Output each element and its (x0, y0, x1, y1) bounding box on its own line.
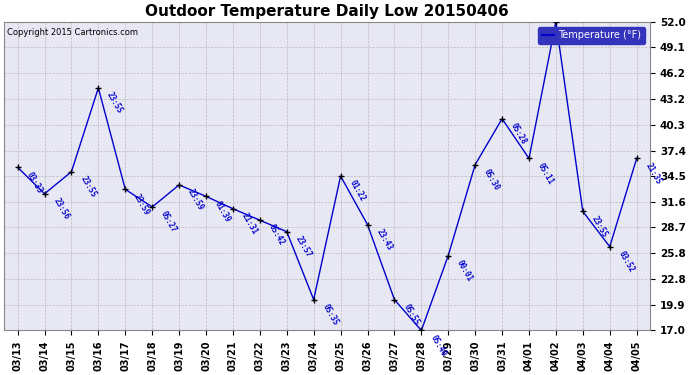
Text: 21:35: 21:35 (644, 161, 663, 186)
Text: 05:30: 05:30 (482, 167, 502, 192)
Text: 03:52: 03:52 (617, 249, 636, 274)
Text: 23:43: 23:43 (375, 227, 394, 252)
Text: 05:28: 05:28 (509, 122, 529, 146)
Text: Copyright 2015 Cartronics.com: Copyright 2015 Cartronics.com (8, 28, 139, 37)
Text: 00:01: 00:01 (455, 258, 475, 283)
Text: 05:42: 05:42 (267, 223, 286, 248)
Text: 05:27: 05:27 (159, 210, 179, 234)
Text: 21:31: 21:31 (240, 211, 259, 236)
Text: 01:22: 01:22 (348, 179, 367, 203)
Text: 05:11: 05:11 (536, 161, 555, 186)
Text: 03:33: 03:33 (25, 170, 44, 195)
Legend: Temperature (°F): Temperature (°F) (538, 27, 645, 44)
Text: 23:59: 23:59 (186, 188, 206, 212)
Text: 05:35: 05:35 (321, 302, 340, 327)
Text: 01:39: 01:39 (213, 199, 233, 224)
Title: Outdoor Temperature Daily Low 20150406: Outdoor Temperature Daily Low 20150406 (146, 4, 509, 19)
Text: 23:57: 23:57 (294, 234, 313, 259)
Text: 05:55: 05:55 (402, 302, 421, 327)
Text: 23:59: 23:59 (132, 192, 152, 217)
Text: 23:55: 23:55 (106, 91, 125, 115)
Text: 05:40: 05:40 (428, 333, 448, 358)
Text: 23:55: 23:55 (590, 214, 609, 239)
Text: 23:55: 23:55 (79, 174, 98, 199)
Text: 23:56: 23:56 (52, 196, 71, 221)
